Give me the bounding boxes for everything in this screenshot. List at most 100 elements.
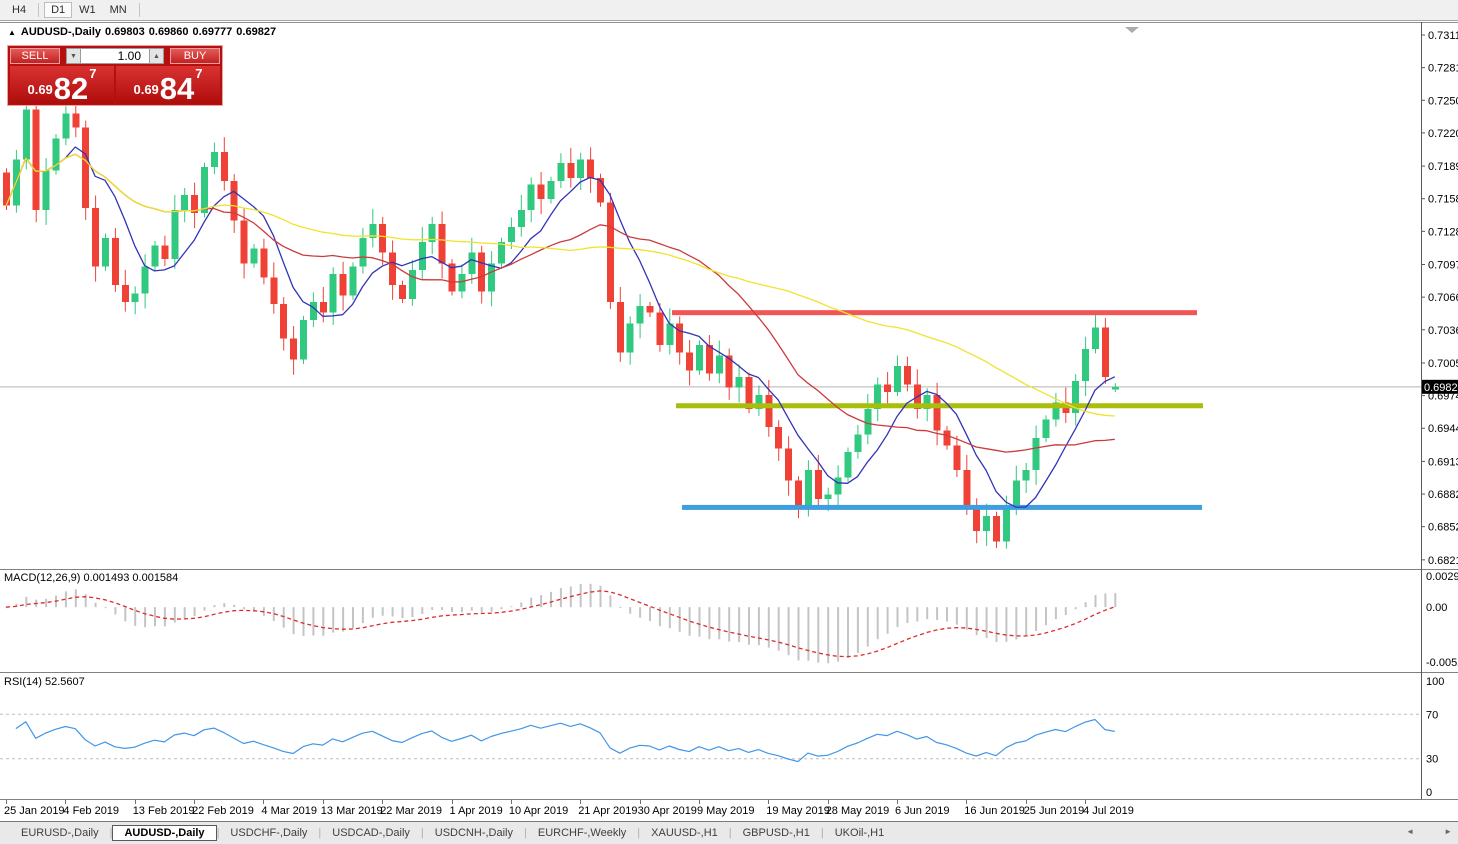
bear-candle-body (973, 505, 981, 531)
macd-bar (579, 584, 582, 608)
bear-candle-body (795, 480, 802, 510)
chart-tab-ukoil-h1[interactable]: UKOil-,H1 (834, 827, 885, 839)
price-chart[interactable]: 0.73115 0.72810 0.72505 0.72200 0.71890 0.715… (0, 22, 1458, 569)
collapse-triangle-icon[interactable]: ▲ (8, 28, 16, 37)
macd-bar (84, 594, 87, 608)
bull-candle-body (1072, 381, 1080, 414)
bull-candle-body (983, 515, 991, 531)
volume-increase-button[interactable]: ▲ (149, 48, 164, 64)
macd-bar (312, 607, 315, 636)
bull-candle-body (666, 323, 674, 345)
toolbar-separator (38, 3, 40, 17)
chart-tab-usdcad-daily[interactable]: USDCAD-,Daily (332, 827, 410, 839)
macd-bar (154, 607, 156, 627)
macd-bar (163, 607, 166, 627)
buy-price-box[interactable]: 0.69 84 7 (116, 66, 220, 104)
bull-candle-body (1012, 480, 1020, 506)
macd-bar (748, 607, 750, 645)
bull-candle-body (349, 266, 357, 296)
bear-candle-body (260, 248, 268, 278)
time-axis[interactable]: 25 Jan 2019 4 Feb 2019 13 Feb 2019 22 Feb 2… (0, 799, 1458, 821)
macd-bar (441, 607, 444, 610)
tab-separator: | (637, 827, 641, 839)
macd-scale-label: 0.002984 (1426, 571, 1458, 583)
timeframe-button-mn[interactable]: MN (109, 4, 127, 16)
volume-decrease-button[interactable]: ▼ (66, 48, 81, 64)
bull-candle-body (468, 252, 476, 275)
macd-indicator-pane[interactable]: 0.002984 0.00 -0.005256 (0, 569, 1458, 672)
chart-tab-audusd-daily[interactable]: AUDUSD-,Daily (112, 825, 217, 841)
rsi-indicator-pane[interactable]: 100 70 30 0 (0, 672, 1458, 799)
macd-bar (975, 607, 978, 636)
price-tick-label: 0.71280 (1428, 226, 1458, 238)
sell-price-box[interactable]: 0.69 82 7 (10, 66, 114, 104)
chart-tab-usdchf-daily[interactable]: USDCHF-,Daily (230, 827, 308, 839)
macd-bar (658, 607, 661, 627)
timeframe-button-h4[interactable]: H4 (12, 4, 27, 16)
macd-bar (1005, 607, 1008, 642)
tab-scroll-right-icon[interactable]: ► (1444, 827, 1452, 836)
ohlc-open: 0.69803 (105, 26, 145, 38)
bull-candle-body (1002, 505, 1010, 542)
timeframe-button-d1[interactable]: D1 (44, 2, 73, 18)
support-line-blue[interactable] (682, 504, 1202, 510)
macd-bar (827, 607, 830, 664)
volume-input[interactable] (81, 48, 149, 64)
macd-bar (876, 607, 879, 640)
macd-bar (292, 607, 295, 635)
support-line-olive[interactable] (676, 403, 1203, 409)
macd-bar (1104, 593, 1107, 608)
bull-candle-body (201, 167, 208, 214)
time-label: 19 May 2019 (766, 805, 830, 817)
time-label: 16 Jun 2019 (964, 805, 1025, 817)
bull-candle-body (1052, 402, 1060, 420)
price-tick-label: 0.69130 (1428, 456, 1458, 468)
macd-bar (985, 607, 988, 639)
macd-bar (619, 606, 622, 608)
sell-button[interactable]: SELL (10, 48, 60, 64)
bear-candle-body (765, 395, 773, 428)
resistance-line[interactable] (672, 310, 1197, 316)
time-tick (6, 800, 7, 804)
macd-bar (708, 607, 711, 640)
bull-candle-body (250, 248, 258, 264)
macd-bar (94, 602, 97, 608)
bull-candle-body (488, 263, 496, 292)
time-label: 22 Mar 2019 (380, 805, 442, 817)
macd-bar (213, 605, 216, 608)
bull-candle-body (547, 181, 555, 200)
macd-bar (955, 607, 958, 625)
bull-candle-body (804, 469, 812, 510)
time-tick (827, 800, 829, 804)
price-tick-label: 0.71585 (1428, 194, 1458, 206)
bull-candle-body (181, 194, 189, 210)
bull-candle-body (834, 477, 842, 495)
bull-candle-body (874, 384, 882, 409)
chart-tab-usdcnh-daily[interactable]: USDCNH-,Daily (434, 827, 513, 839)
tab-scroll-left-icon[interactable]: ◄ (1406, 827, 1415, 836)
bull-candle-body (359, 237, 367, 267)
bull-candle-body (1042, 419, 1050, 438)
bear-candle-body (379, 223, 387, 253)
bear-candle-body (270, 277, 278, 305)
chart-tab-eurchf-weekly[interactable]: EURCHF-,Weekly (537, 827, 627, 839)
bear-candle-body (993, 515, 1000, 542)
time-tick (1085, 800, 1087, 804)
chart-shift-marker-icon[interactable] (1125, 27, 1139, 33)
rsi-scale-label: 30 (1426, 754, 1438, 766)
macd-bar (45, 598, 48, 608)
price-tick-label: 0.72505 (1428, 95, 1458, 107)
bear-candle-body (705, 344, 713, 374)
macd-bar (421, 607, 424, 614)
chart-tab-eurusd-daily[interactable]: EURUSD-,Daily (21, 827, 99, 839)
macd-bar (282, 607, 285, 628)
macd-bar (480, 607, 483, 613)
chart-tab-xauusd-h1[interactable]: XAUUSD-,H1 (651, 827, 718, 839)
bull-candle-body (458, 274, 466, 292)
time-tick (451, 800, 453, 804)
bull-candle-body (864, 408, 872, 435)
buy-button[interactable]: BUY (170, 48, 220, 64)
bear-candle-body (587, 159, 595, 178)
chart-tab-gbpusd-h1[interactable]: GBPUSD-,H1 (742, 827, 810, 839)
timeframe-button-w1[interactable]: W1 (79, 4, 96, 16)
